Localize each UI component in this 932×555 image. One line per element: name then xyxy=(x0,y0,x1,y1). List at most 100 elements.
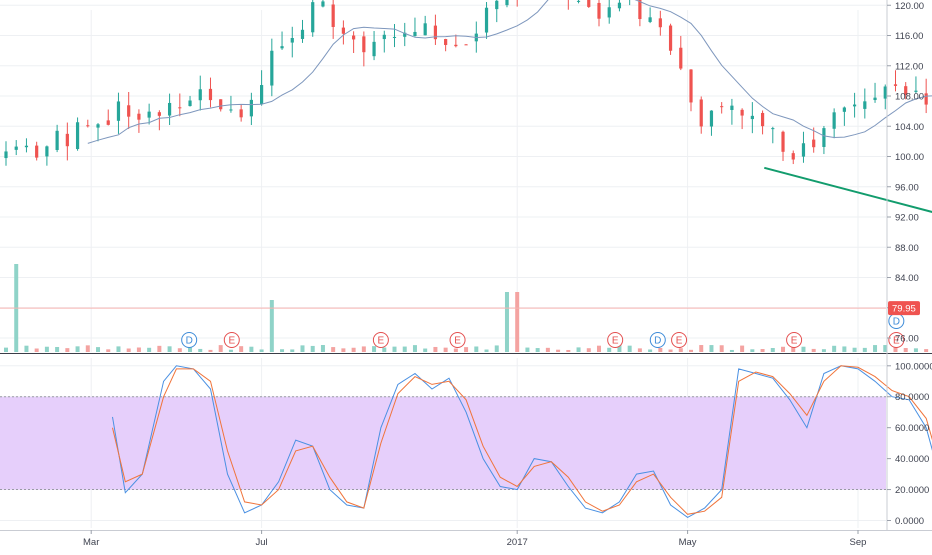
volume-bar xyxy=(168,346,172,352)
candle-body xyxy=(137,114,140,120)
volume-bar xyxy=(147,348,151,352)
time-axis: MarJul2017MaySep2018MaySep2019MaySep2020… xyxy=(83,530,932,548)
price-axis-label: 112.00 xyxy=(895,61,923,72)
candle-body xyxy=(86,125,89,126)
volume-bar xyxy=(587,348,591,352)
candle-body xyxy=(505,0,508,5)
volume-bar xyxy=(709,345,713,352)
volume-bar xyxy=(474,346,478,352)
volume-bar xyxy=(239,346,243,352)
volume-bar xyxy=(208,350,212,352)
volume-bar xyxy=(35,349,39,352)
volume-bar xyxy=(45,347,49,352)
candle-body xyxy=(393,37,396,38)
candle-body xyxy=(127,105,130,116)
candle-body xyxy=(710,111,713,127)
volume-bar xyxy=(444,348,448,352)
candle-body xyxy=(925,93,928,104)
volume-bar xyxy=(433,347,437,352)
volume-bar xyxy=(914,348,918,352)
candle-body xyxy=(56,131,59,150)
volume-bar xyxy=(730,350,734,352)
volume-bar xyxy=(873,345,877,352)
candle-body xyxy=(199,89,202,100)
candle-body xyxy=(802,143,805,156)
price-axis-label: 96.00 xyxy=(895,182,919,193)
price-axis-label: 92.00 xyxy=(895,213,919,224)
candle-body xyxy=(66,134,69,146)
stoch-axis-label: 40.0000 xyxy=(895,454,929,465)
price-axis-label: 88.00 xyxy=(895,243,919,254)
volume-bar xyxy=(300,345,304,352)
volume-bar xyxy=(536,348,540,352)
volume-bar xyxy=(321,345,325,352)
candle-body xyxy=(843,107,846,111)
volume-bar xyxy=(577,347,581,352)
candle-body xyxy=(689,69,692,102)
candle-body xyxy=(372,42,375,56)
volume-bar xyxy=(924,349,928,352)
volume-bar xyxy=(198,349,202,352)
time-axis-label: May xyxy=(679,537,697,548)
candle-body xyxy=(188,101,191,107)
volume-bar xyxy=(260,349,264,352)
volume-bar xyxy=(362,346,366,352)
candle-body xyxy=(597,3,600,19)
candle-body xyxy=(741,110,744,116)
candle-body xyxy=(45,146,48,156)
volume-bar xyxy=(801,347,805,352)
volume-bar xyxy=(566,350,570,352)
time-axis-label: Mar xyxy=(83,537,99,548)
volume-bar xyxy=(658,348,662,352)
volume-bar xyxy=(740,346,744,352)
stoch-axis-label: 100.0000 xyxy=(895,361,932,372)
candle-body xyxy=(659,18,662,27)
volume-bar xyxy=(669,350,673,352)
price-axis-label: 104.00 xyxy=(895,122,924,133)
event-earnings-label: E xyxy=(378,336,385,347)
candle-body xyxy=(884,86,887,98)
events: DEEEEDEEDEEEEEE xyxy=(182,314,932,348)
trendlines xyxy=(764,0,932,338)
candle-body xyxy=(638,0,641,19)
candle-body xyxy=(352,36,355,40)
candle-body xyxy=(720,106,723,107)
volume-bar xyxy=(699,345,703,352)
time-axis-label: 2017 xyxy=(507,537,528,548)
candle-body xyxy=(894,84,897,86)
candle-body xyxy=(4,151,7,158)
candle-body xyxy=(833,112,836,128)
price-axis-label: 100.00 xyxy=(895,152,924,163)
price-axis: 76.0080.0084.0088.0092.0096.00100.00104.… xyxy=(887,0,924,345)
candle-body xyxy=(464,44,467,45)
volume-bar xyxy=(679,348,683,352)
candle-body xyxy=(700,99,703,126)
event-earnings-label: E xyxy=(791,336,798,347)
volume-bar xyxy=(280,349,284,352)
volume-bar xyxy=(832,346,836,352)
candle-body xyxy=(383,35,386,39)
volume-bar xyxy=(853,348,857,352)
volume-bar xyxy=(812,349,816,352)
volume-bar xyxy=(546,348,550,352)
volume-bar xyxy=(761,349,765,352)
volume-bar xyxy=(382,348,386,352)
volume-bar xyxy=(485,350,489,352)
event-earnings-label: E xyxy=(676,336,683,347)
price-axis-label: 76.00 xyxy=(895,334,919,345)
volume-bar xyxy=(464,347,468,352)
volume-bar xyxy=(771,348,775,352)
candle-body xyxy=(240,109,243,117)
volume-bar xyxy=(331,347,335,352)
volume-bar xyxy=(229,350,233,352)
candles xyxy=(4,0,932,332)
volume-bar xyxy=(689,350,693,352)
volume-bar xyxy=(137,347,141,352)
stoch-band xyxy=(0,397,886,490)
stoch-axis-label: 0.0000 xyxy=(895,516,924,527)
volume-bar xyxy=(597,346,601,352)
candle-body xyxy=(301,30,304,39)
candle-body xyxy=(781,132,784,152)
candle-body xyxy=(342,28,345,34)
